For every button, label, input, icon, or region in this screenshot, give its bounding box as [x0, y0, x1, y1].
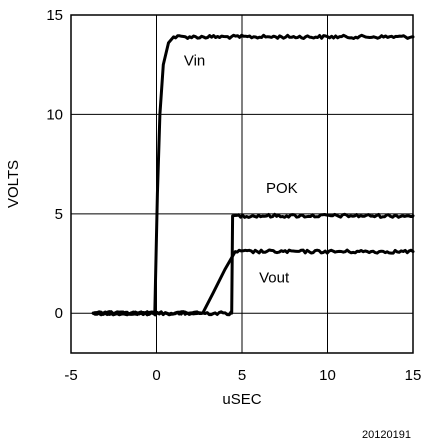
x-tick-label: 15	[405, 367, 422, 384]
series-vout-line	[91, 248, 415, 317]
x-tick-label: 5	[238, 367, 246, 384]
plot-frame	[70, 14, 414, 354]
series-label-vout: Vout	[259, 269, 290, 286]
x-tick-label: 0	[152, 367, 160, 384]
series-label-pok: POK	[266, 180, 298, 197]
series-pok-line	[91, 212, 415, 317]
y-tick-label: 10	[46, 106, 63, 123]
x-tick-label: 10	[319, 367, 336, 384]
x-tick-label: -5	[64, 367, 77, 384]
x-tick-labels: -5 0 5 10 15	[64, 367, 421, 384]
figure-id: 20120191	[362, 429, 411, 441]
y-tick-label: 5	[55, 206, 63, 223]
y-tick-labels: 0 5 10 15	[46, 7, 63, 322]
series-vin-line	[91, 33, 415, 317]
y-axis-title: VOLTS	[5, 160, 22, 208]
series-label-vin: Vin	[184, 53, 205, 70]
x-axis-title: uSEC	[222, 391, 261, 408]
traces	[91, 33, 415, 317]
grid	[71, 15, 413, 353]
y-tick-label: 15	[46, 7, 63, 24]
y-tick-label: 0	[55, 305, 63, 322]
series-labels: Vin POK Vout	[184, 53, 298, 287]
